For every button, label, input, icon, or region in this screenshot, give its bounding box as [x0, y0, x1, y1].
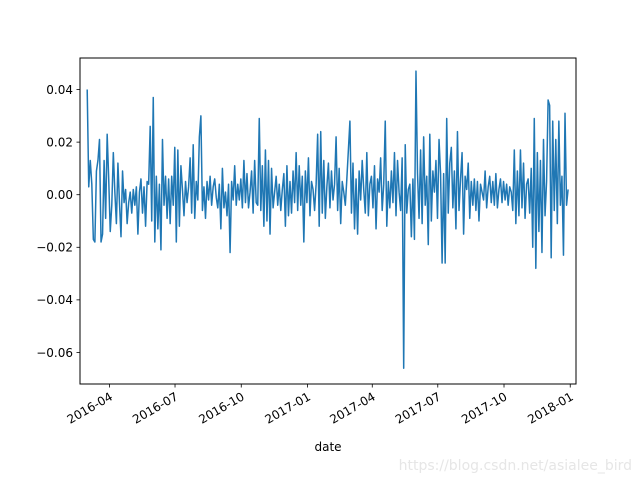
series-line: [86, 70, 569, 369]
x-axis-title: date: [314, 440, 341, 454]
x-tick-label: 2016-10: [196, 389, 246, 426]
y-tick-label: −0.06: [36, 346, 73, 360]
plot-area: [79, 57, 577, 385]
watermark: https://blog.csdn.net/asialee_bird: [398, 458, 632, 474]
x-tick-label: 2017-01: [263, 389, 313, 426]
y-axis: −0.06 −0.04 −0.02 0.00 0.02 0.04: [36, 83, 80, 360]
axes-frame: [79, 57, 577, 385]
x-tick-label: 2017-07: [393, 389, 443, 426]
y-tick-label: 0.02: [46, 135, 73, 149]
x-tick-label: 2016-04: [65, 389, 115, 426]
y-tick-label: 0.04: [46, 83, 73, 97]
x-tick-label: 2016-07: [130, 389, 180, 426]
x-tick-label: 2018-01: [525, 389, 575, 426]
x-tick-label: 2017-04: [327, 389, 377, 426]
y-tick-label: 0.00: [46, 188, 73, 202]
x-axis: 2016-04 2016-07 2016-10 2017-01 2017-04 2017-…: [65, 384, 576, 427]
y-tick-label: −0.04: [36, 293, 73, 307]
x-tick-label: 2017-10: [459, 389, 509, 426]
y-tick-label: −0.02: [36, 241, 73, 255]
